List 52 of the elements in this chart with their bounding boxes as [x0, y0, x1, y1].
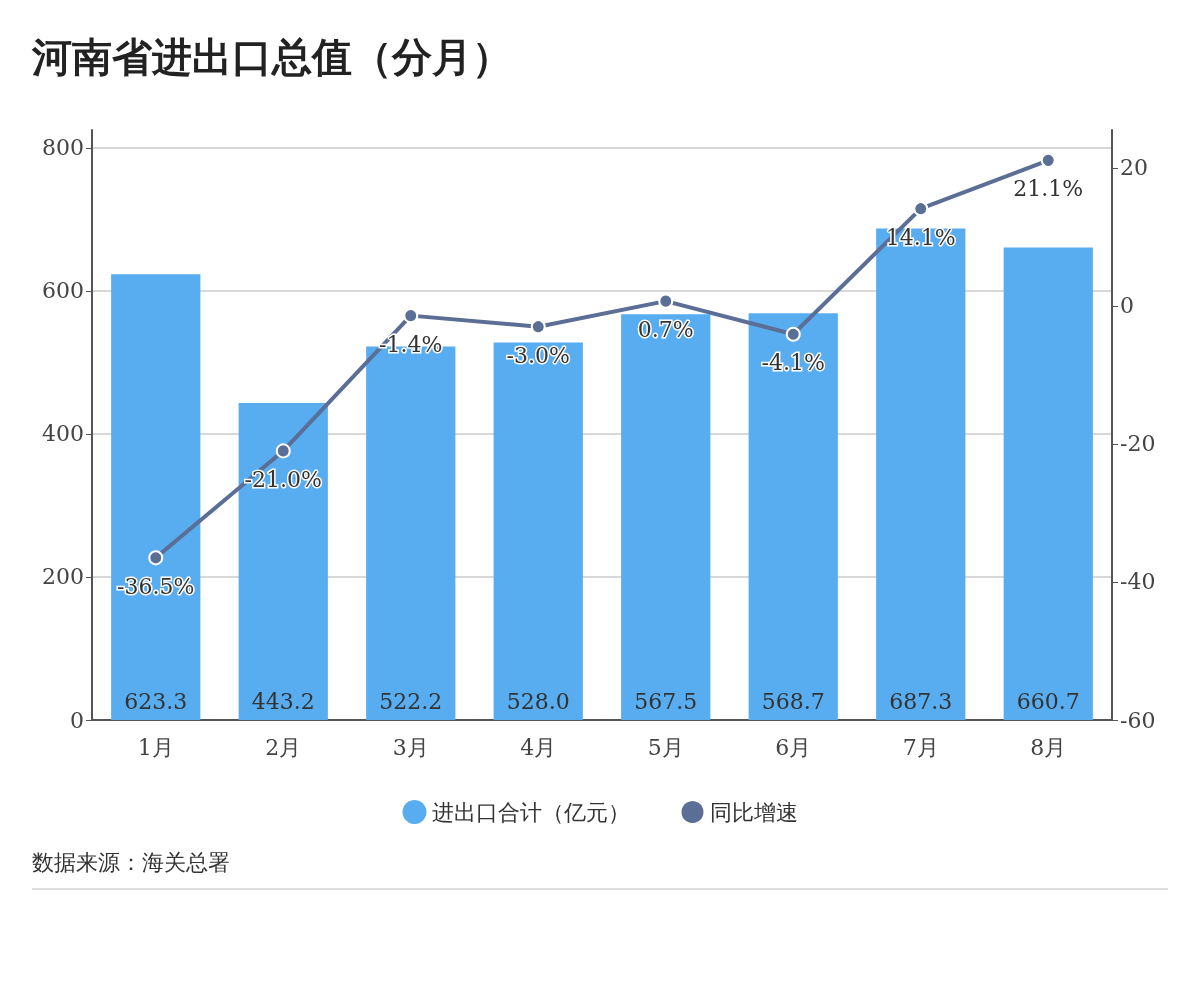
chart-title: 河南省进出口总值（分月）: [32, 32, 512, 82]
x-tick-label: 1月: [137, 734, 174, 760]
y2-tick-label: -20: [1120, 431, 1156, 457]
bar: [111, 274, 201, 720]
x-tick-label: 5月: [647, 734, 684, 760]
point: [148, 550, 164, 566]
bar: [876, 228, 966, 720]
x-tick-label: 6月: [775, 734, 812, 760]
data-label: 623.3: [124, 688, 188, 714]
y2-tick-label: 20: [1120, 155, 1148, 181]
data-label: 568.7: [761, 688, 825, 714]
source-note: 数据来源：海关总署: [32, 849, 230, 877]
bar: [493, 342, 583, 720]
point: [658, 293, 674, 309]
point: [275, 443, 291, 459]
x-tick-label: 7月: [902, 734, 939, 760]
y2-tick-label: -60: [1120, 707, 1156, 733]
point: [1040, 152, 1056, 168]
legend-label: 同比增速: [709, 799, 798, 825]
bar: [1003, 247, 1093, 720]
data-label: 0.7%: [637, 317, 694, 343]
data-label: -21.0%: [244, 466, 322, 492]
data-label: 14.1%: [885, 224, 956, 250]
data-label: 21.1%: [1013, 176, 1084, 202]
y2-tick-label: 0: [1120, 293, 1134, 319]
y-tick-label: 800: [42, 135, 84, 161]
data-label: 443.2: [251, 688, 315, 714]
data-label: 567.5: [634, 688, 698, 714]
y-tick-label: 400: [42, 421, 84, 447]
point: [403, 308, 419, 324]
data-label: 522.2: [379, 688, 443, 714]
legend-label: 进出口合计（亿元）: [431, 799, 630, 825]
point: [913, 201, 929, 217]
point: [785, 326, 801, 342]
x-tick-label: 8月: [1030, 734, 1067, 760]
y2-tick-label: -40: [1120, 569, 1156, 595]
x-tick-label: 2月: [265, 734, 302, 760]
x-tick-label: 3月: [392, 734, 429, 760]
y-tick-label: 0: [70, 707, 84, 733]
data-label: -4.1%: [761, 350, 825, 376]
y-tick-label: 200: [42, 564, 84, 590]
data-label: -3.0%: [506, 342, 570, 368]
data-label: 528.0: [506, 688, 570, 714]
point: [530, 319, 546, 335]
y-tick-label: 600: [42, 278, 84, 304]
data-label: 687.3: [889, 688, 953, 714]
bar: [621, 314, 711, 720]
data-label: 660.7: [1016, 688, 1080, 714]
x-tick-label: 4月: [520, 734, 557, 760]
data-label: -36.5%: [117, 573, 195, 599]
bar: [238, 403, 328, 720]
bar: [748, 313, 838, 720]
